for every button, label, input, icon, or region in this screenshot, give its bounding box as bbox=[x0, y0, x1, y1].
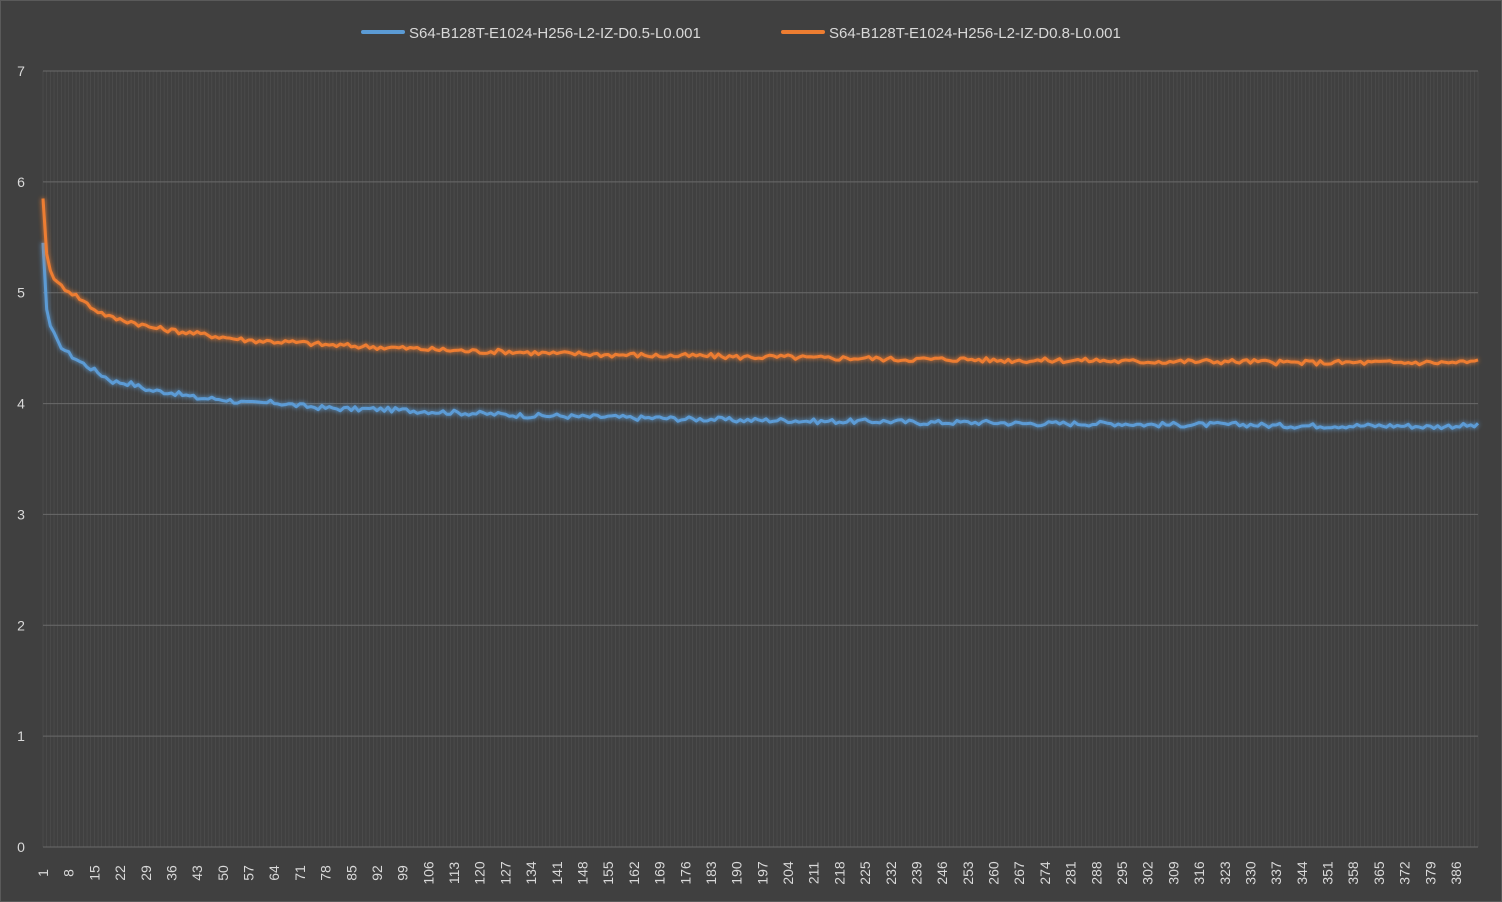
x-tick-label: 1 bbox=[35, 869, 51, 877]
x-tick-label: 29 bbox=[138, 865, 154, 881]
y-tick-label: 1 bbox=[17, 728, 25, 744]
x-tick-label: 141 bbox=[549, 861, 565, 885]
x-tick-label: 155 bbox=[600, 861, 616, 885]
x-tick-label: 183 bbox=[703, 861, 719, 885]
y-tick-label: 0 bbox=[17, 839, 25, 855]
x-tick-label: 162 bbox=[626, 861, 642, 885]
x-tick-label: 211 bbox=[806, 862, 822, 885]
y-tick-label: 5 bbox=[17, 285, 25, 301]
x-tick-label: 386 bbox=[1448, 861, 1464, 885]
x-tick-label: 344 bbox=[1294, 861, 1310, 885]
x-tick-label: 15 bbox=[86, 865, 102, 881]
x-tick-label: 71 bbox=[292, 865, 308, 881]
series-line-1 bbox=[41, 242, 1480, 431]
x-tick-label: 267 bbox=[1011, 861, 1027, 885]
x-tick-label: 232 bbox=[883, 861, 899, 885]
x-tick-label: 190 bbox=[729, 861, 745, 885]
y-tick-label: 4 bbox=[17, 396, 25, 412]
x-tick-label: 43 bbox=[189, 865, 205, 881]
x-tick-label: 309 bbox=[1165, 861, 1181, 885]
x-tick-label: 106 bbox=[420, 861, 436, 885]
x-tick-label: 379 bbox=[1422, 861, 1438, 885]
x-tick-label: 246 bbox=[934, 861, 950, 885]
x-tick-label: 288 bbox=[1088, 861, 1104, 885]
x-tick-label: 64 bbox=[266, 865, 282, 881]
x-tick-label: 358 bbox=[1345, 861, 1361, 885]
x-tick-label: 330 bbox=[1242, 861, 1258, 885]
grid bbox=[42, 70, 1479, 848]
x-tick-label: 148 bbox=[575, 861, 591, 885]
x-tick-label: 78 bbox=[318, 865, 334, 881]
x-tick-label: 351 bbox=[1320, 861, 1336, 885]
x-tick-label: 134 bbox=[523, 861, 539, 885]
x-tick-label: 113 bbox=[446, 862, 462, 885]
x-tick-label: 281 bbox=[1063, 861, 1079, 885]
x-tick-label: 8 bbox=[61, 869, 77, 877]
series-line-2 bbox=[41, 198, 1479, 367]
x-axis: 1 8 15 22 29 36 43 50 57 64 71 78 85 92 99 106 113 120 127… bbox=[35, 861, 1464, 885]
x-tick-label: 239 bbox=[908, 861, 924, 885]
legend: S64-B128T-E1024-H256-L2-IZ-D0.5-L0.001 S6… bbox=[361, 25, 1121, 42]
y-tick-label: 2 bbox=[17, 617, 25, 633]
x-tick-label: 295 bbox=[1114, 861, 1130, 885]
x-tick-label: 120 bbox=[472, 861, 488, 885]
x-tick-label: 365 bbox=[1371, 861, 1387, 885]
x-tick-label: 204 bbox=[780, 861, 796, 885]
series-lines bbox=[41, 198, 1480, 431]
y-tick-label: 7 bbox=[17, 63, 25, 79]
y-axis: 0 1 2 3 4 5 6 7 bbox=[17, 63, 25, 855]
x-tick-label: 169 bbox=[652, 861, 668, 885]
x-tick-label: 85 bbox=[343, 865, 359, 881]
x-tick-label: 225 bbox=[857, 861, 873, 885]
y-tick-label: 3 bbox=[17, 506, 25, 522]
x-tick-label: 337 bbox=[1268, 861, 1284, 885]
x-tick-label: 218 bbox=[831, 861, 847, 885]
x-tick-label: 36 bbox=[163, 865, 179, 881]
x-tick-label: 316 bbox=[1191, 861, 1207, 885]
x-tick-label: 197 bbox=[754, 861, 770, 885]
legend-label: S64-B128T-E1024-H256-L2-IZ-D0.5-L0.001 bbox=[409, 25, 701, 42]
x-tick-label: 176 bbox=[677, 861, 693, 885]
x-tick-label: 127 bbox=[497, 861, 513, 885]
x-tick-label: 50 bbox=[215, 865, 231, 881]
x-tick-label: 99 bbox=[395, 865, 411, 881]
x-tick-label: 274 bbox=[1037, 861, 1053, 885]
x-tick-label: 372 bbox=[1397, 861, 1413, 885]
legend-label: S64-B128T-E1024-H256-L2-IZ-D0.8-L0.001 bbox=[829, 25, 1121, 42]
x-tick-label: 22 bbox=[112, 865, 128, 881]
x-tick-label: 92 bbox=[369, 865, 385, 881]
y-tick-label: 6 bbox=[17, 174, 25, 190]
x-tick-label: 260 bbox=[986, 861, 1002, 885]
x-tick-label: 323 bbox=[1217, 861, 1233, 885]
x-tick-label: 253 bbox=[960, 861, 976, 885]
x-tick-label: 302 bbox=[1140, 861, 1156, 885]
x-tick-label: 57 bbox=[241, 865, 257, 881]
